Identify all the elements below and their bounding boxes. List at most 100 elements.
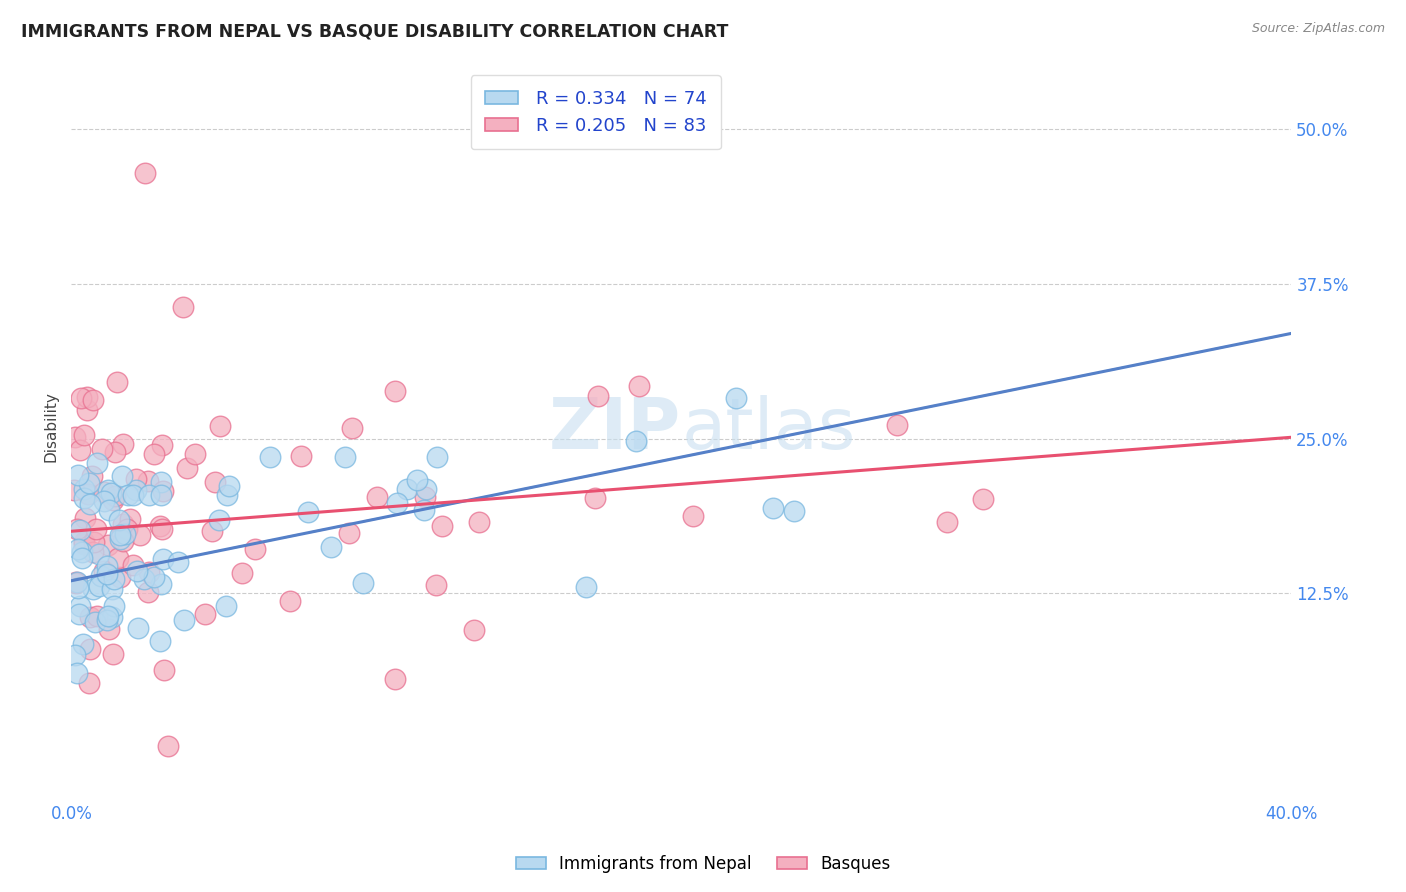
Point (118, 512, 141, 526)
Point (73, 511, 96, 525)
Point (101, 609, 124, 624)
Text: IMMIGRANTS FROM NEPAL VS BASQUE DISABILITY CORRELATION CHART: IMMIGRANTS FROM NEPAL VS BASQUE DISABILI… (21, 22, 728, 40)
Point (66, 574, 89, 589)
Point (150, 475, 173, 489)
Point (463, 623, 485, 637)
Point (132, 572, 155, 586)
Point (82, 582, 104, 596)
Point (142, 447, 165, 461)
Point (762, 501, 785, 516)
Point (104, 489, 127, 503)
Point (218, 479, 240, 493)
Point (108, 570, 131, 584)
Point (149, 488, 172, 502)
Point (117, 488, 139, 502)
Point (101, 582, 124, 596)
Point (86, 456, 108, 470)
Point (204, 475, 226, 489)
Point (63, 483, 86, 497)
Point (65, 429, 87, 443)
Point (624, 434, 647, 448)
Point (72, 535, 94, 549)
Point (125, 471, 148, 485)
Point (70, 551, 93, 566)
Point (157, 739, 180, 753)
Point (583, 491, 606, 506)
Point (319, 540, 342, 554)
Point (111, 469, 134, 483)
Point (97, 537, 120, 551)
Point (385, 496, 408, 510)
Point (172, 300, 194, 314)
Point (176, 460, 198, 475)
Point (65, 648, 87, 663)
Point (93, 564, 115, 578)
Point (104, 445, 127, 459)
Point (96, 566, 118, 581)
Point (935, 515, 957, 529)
Point (396, 482, 419, 496)
Point (886, 417, 908, 432)
Point (412, 502, 434, 516)
Point (415, 483, 437, 497)
Point (101, 648, 124, 662)
Point (259, 450, 281, 464)
Point (86, 608, 108, 623)
Point (152, 551, 174, 566)
Point (67, 582, 90, 596)
Point (97, 503, 120, 517)
Point (129, 528, 152, 542)
Point (122, 488, 145, 502)
Point (208, 418, 231, 433)
Text: atlas: atlas (682, 395, 856, 465)
Point (149, 633, 172, 648)
Point (66, 522, 89, 536)
Point (69, 391, 91, 405)
Point (93, 484, 115, 499)
Point (73, 491, 96, 505)
Point (173, 613, 195, 627)
Point (77, 486, 100, 500)
Point (90, 568, 112, 582)
Point (290, 449, 312, 463)
Point (77, 476, 100, 491)
Point (682, 509, 704, 524)
Point (215, 599, 238, 613)
Point (111, 517, 134, 532)
Point (342, 421, 364, 435)
Point (112, 534, 135, 549)
Point (69, 442, 91, 457)
Point (149, 518, 172, 533)
Point (150, 438, 173, 452)
Point (122, 558, 145, 572)
Point (105, 376, 128, 390)
Point (243, 541, 266, 556)
Point (150, 522, 173, 536)
Point (215, 488, 238, 502)
Point (468, 515, 491, 529)
Point (72, 637, 94, 651)
Point (114, 527, 136, 541)
Point (352, 576, 374, 591)
Point (65, 574, 87, 589)
Point (184, 447, 207, 461)
Point (108, 527, 131, 541)
Point (100, 486, 122, 500)
Point (586, 389, 609, 403)
Point (84, 615, 107, 630)
Y-axis label: Disability: Disability (44, 391, 58, 461)
Point (93, 493, 115, 508)
Point (782, 504, 804, 518)
Point (65, 576, 87, 591)
Point (127, 621, 149, 635)
Point (66, 665, 89, 680)
Point (405, 473, 427, 487)
Point (69, 523, 91, 537)
Point (134, 166, 156, 180)
Point (76, 390, 98, 404)
Point (67, 542, 90, 557)
Legend: Immigrants from Nepal, Basques: Immigrants from Nepal, Basques (509, 848, 897, 880)
Point (201, 524, 224, 539)
Point (136, 475, 159, 489)
Point (972, 492, 994, 507)
